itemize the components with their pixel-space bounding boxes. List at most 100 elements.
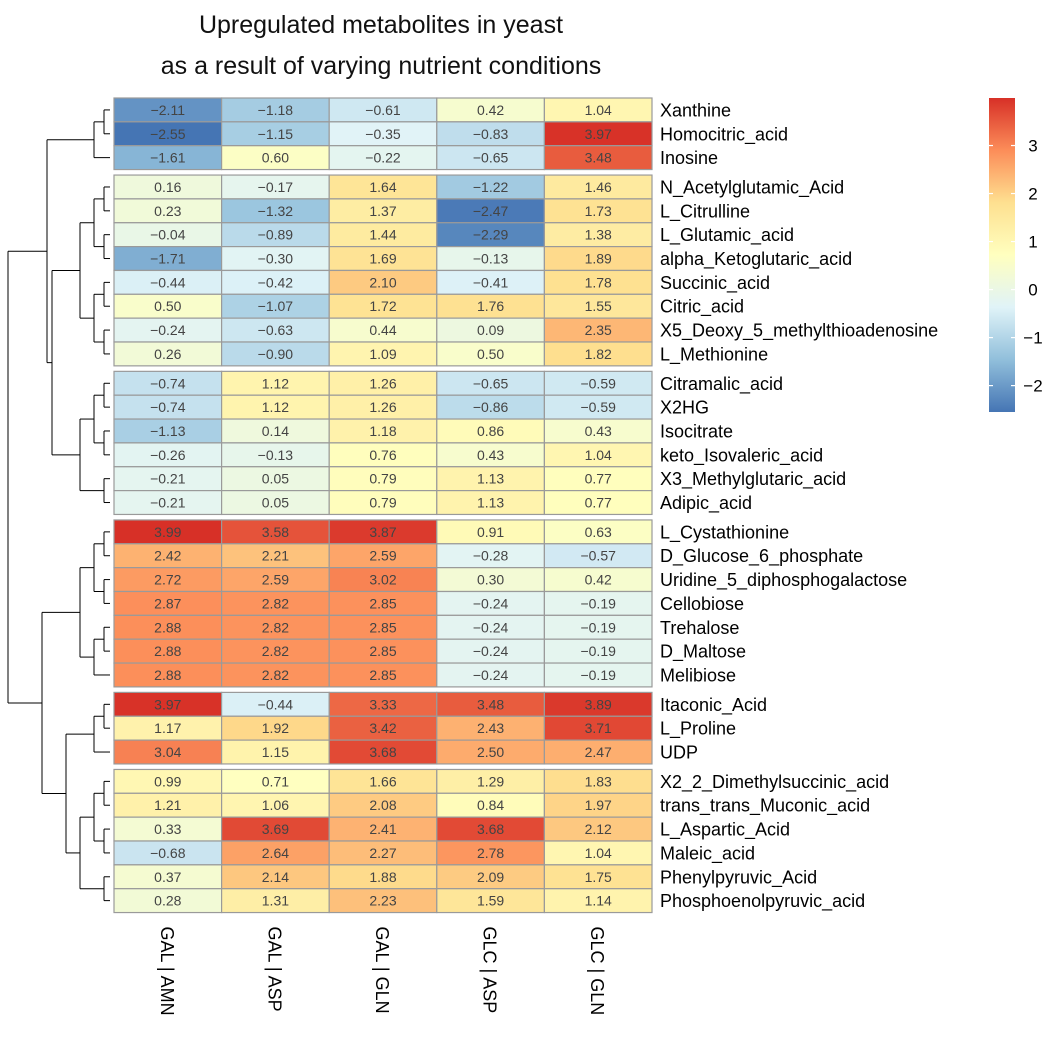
cell-value-label: −0.19 [580,619,616,635]
cell-value-label: 1.04 [585,845,612,861]
cell-value-label: −1.18 [258,102,294,118]
cell-value-label: 1.13 [477,471,504,487]
row-label: X2_2_Dimethylsuccinic_acid [660,772,889,793]
cell-value-label: −0.21 [150,471,186,487]
cell-value-label: 0.28 [154,893,181,909]
cell-value-label: 2.87 [154,595,181,611]
row-label: Uridine_5_diphosphogalactose [660,570,907,591]
cell-value-label: 1.88 [369,869,396,885]
cell-value-label: −1.61 [150,150,186,166]
cell-value-label: 0.84 [477,797,504,813]
cell-value-label: −0.24 [473,667,509,683]
heatmap-cells: −2.11 −1.18 −0.61 0.42 1.04 −2.55 −1.15 −0.35 −0… [113,97,653,914]
cell-value-label: 3.87 [369,524,396,540]
cell-value-label: −0.19 [580,643,616,659]
cell-value-label: 2.35 [585,322,612,338]
cell-value-label: −0.42 [258,274,294,290]
cell-value-label: −0.63 [258,322,294,338]
cell-value-label: 1.92 [262,720,289,736]
row-label: keto_Isovaleric_acid [660,445,823,466]
chart-title: Upregulated metabolites in yeast as a re… [161,11,602,80]
cell-value-label: 2.72 [154,572,181,588]
legend-color-bar [989,98,1015,412]
cell-value-label: −0.68 [150,845,186,861]
cell-value-label: 3.02 [369,572,396,588]
cell-value-label: 0.71 [262,773,289,789]
cell-value-label: 2.88 [154,643,181,659]
cell-value-label: −0.86 [473,399,509,415]
cell-value-label: −0.74 [150,375,186,391]
row-label: D_Glucose_6_phosphate [660,546,863,567]
cell-value-label: −0.74 [150,399,186,415]
column-label: GLC | ASP [480,927,500,1014]
cell-value-label: 3.71 [585,720,612,736]
legend-tick-label: 0 [1028,281,1037,300]
cell-value-label: −0.90 [258,346,294,362]
row-label: X2HG [660,398,709,418]
cell-value-label: 2.10 [369,274,396,290]
cell-value-label: 1.09 [369,346,396,362]
cell-value-label: 2.78 [477,845,504,861]
cell-value-label: 0.44 [369,322,396,338]
cell-value-label: 0.05 [262,471,289,487]
cell-value-label: 1.37 [369,203,396,219]
cell-value-label: 1.75 [585,869,612,885]
cell-value-label: −0.89 [258,227,294,243]
cell-value-label: 2.59 [262,572,289,588]
cell-value-label: −0.24 [473,643,509,659]
cell-value-label: −0.13 [258,447,294,463]
cell-value-label: −1.22 [473,179,509,195]
cell-value-label: 1.89 [585,251,612,267]
cell-value-label: 2.82 [262,619,289,635]
cell-value-label: 1.12 [262,399,289,415]
cell-value-label: 1.38 [585,227,612,243]
legend-tick-label: 1 [1028,233,1037,252]
row-label: D_Maltose [660,642,746,663]
cell-value-label: 2.88 [154,619,181,635]
cell-value-label: 0.77 [585,471,612,487]
color-legend: −2 −1 0 1 2 3 [989,98,1043,412]
cell-value-label: −1.32 [258,203,294,219]
cell-value-label: 2.64 [262,845,289,861]
row-label: L_Glutamic_acid [660,225,794,246]
cell-value-label: 1.59 [477,893,504,909]
cell-value-label: 2.27 [369,845,396,861]
cell-value-label: −0.28 [473,548,509,564]
cell-value-label: 0.63 [585,524,612,540]
cell-value-label: −0.26 [150,447,186,463]
row-label: Cellobiose [660,594,744,614]
cell-value-label: 0.79 [369,471,396,487]
row-label: Trehalose [660,618,739,638]
cell-value-label: 3.33 [369,696,396,712]
cell-value-label: 2.82 [262,643,289,659]
cell-value-label: 1.76 [477,298,504,314]
cell-value-label: 1.18 [369,423,396,439]
cell-value-label: 1.26 [369,375,396,391]
cell-value-label: 1.55 [585,298,612,314]
cell-value-label: 2.59 [369,548,396,564]
cell-value-label: 0.76 [369,447,396,463]
cell-value-label: 2.23 [369,893,396,909]
row-label: L_Citrulline [660,201,750,222]
cell-value-label: 1.97 [585,797,612,813]
cell-value-label: 1.04 [585,102,612,118]
cell-value-label: 2.85 [369,643,396,659]
cell-value-label: −0.41 [473,274,509,290]
cell-value-label: 1.64 [369,179,396,195]
row-label: Phosphoenolpyruvic_acid [660,891,865,912]
heatmap-cell [543,739,653,765]
cell-value-label: 1.31 [262,893,289,909]
cell-value-label: −1.15 [258,126,294,142]
row-labels: Xanthine Homocitric_acid Inosine N_Acetylgl… [660,100,938,912]
row-label: X3_Methylglutaric_acid [660,469,846,490]
row-label: Xanthine [660,100,731,120]
cell-value-label: 2.85 [369,595,396,611]
cell-value-label: 2.88 [154,667,181,683]
cell-value-label: 0.79 [369,495,396,511]
cell-value-label: 3.89 [585,696,612,712]
legend-tick-label: 3 [1028,137,1037,156]
cell-value-label: 0.42 [585,572,612,588]
cell-value-label: 0.99 [154,773,181,789]
cell-value-label: 0.37 [154,869,181,885]
cell-value-label: −0.24 [473,595,509,611]
